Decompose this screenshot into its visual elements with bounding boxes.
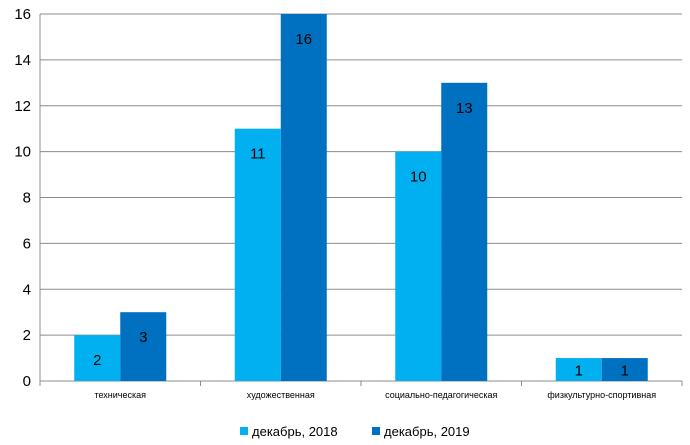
- bar: [555, 358, 602, 381]
- legend-label: декабрь, 2018: [252, 424, 338, 439]
- data-label: 1: [621, 363, 629, 380]
- data-label: 13: [456, 100, 473, 117]
- y-tick-label: 8: [23, 190, 31, 207]
- y-tick-label: 6: [23, 235, 31, 252]
- bar: [234, 128, 281, 381]
- bar: [74, 335, 121, 381]
- data-label: 10: [410, 169, 427, 186]
- legend-swatch: [240, 427, 248, 435]
- y-tick-label: 0: [23, 373, 31, 390]
- y-tick-label: 12: [14, 98, 31, 115]
- x-tick-label: техническая: [94, 390, 146, 400]
- data-label: 3: [139, 329, 147, 346]
- data-label: 16: [295, 31, 312, 48]
- x-tick-label: социально-педагогическая: [385, 390, 497, 400]
- legend-label: декабрь, 2019: [384, 424, 470, 439]
- legend: декабрь, 2018 декабрь, 2019: [240, 424, 470, 439]
- y-tick-label: 16: [14, 6, 31, 23]
- bar: [601, 358, 648, 381]
- y-tick-label: 2: [23, 327, 31, 344]
- y-tick-label: 14: [14, 52, 31, 69]
- legend-swatch: [372, 427, 380, 435]
- x-tick-label: физкультурно-спортивная: [547, 390, 656, 400]
- x-tick-labels: техническая художественная социально-педаг…: [94, 390, 656, 400]
- data-label: 11: [250, 146, 266, 163]
- bar: [120, 312, 167, 381]
- bars: [74, 14, 648, 381]
- bar: [441, 82, 488, 381]
- data-label: 1: [575, 363, 583, 380]
- bar: [280, 14, 327, 381]
- bar: [395, 151, 442, 381]
- data-label: 2: [93, 352, 101, 369]
- x-tick-label: художественная: [247, 390, 315, 400]
- y-tick-label: 10: [14, 144, 31, 161]
- y-tick-labels: 0 2 4 6 8 10 12 14 16: [14, 6, 31, 390]
- y-tick-label: 4: [23, 281, 31, 298]
